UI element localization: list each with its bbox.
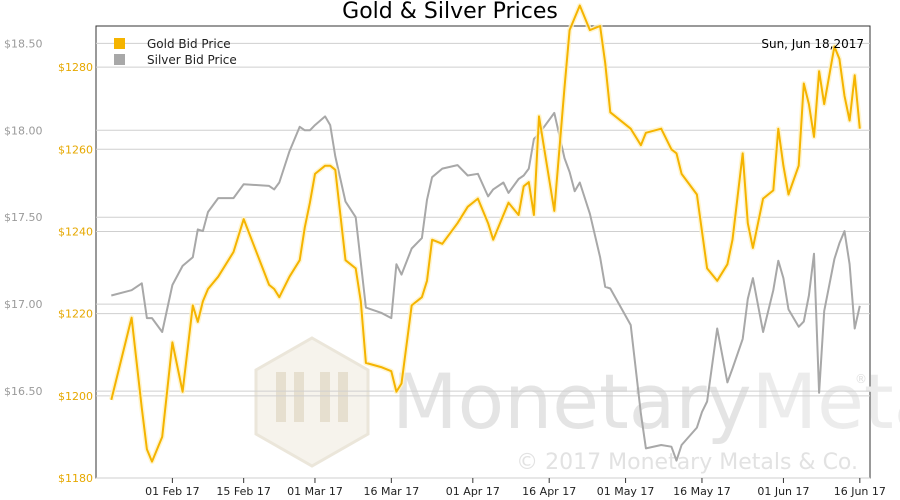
y-tick-gold: $1180 xyxy=(58,472,93,485)
y-tick-gold: $1240 xyxy=(58,225,93,238)
y-tick-silver: $17.50 xyxy=(4,211,43,224)
left-axis: $16.50 $17.00 $17.50 $18.00 $18.50 $1180 $1200… xyxy=(4,37,93,485)
x-tick-label: 01 Mar 17 xyxy=(287,485,343,498)
x-tick-label: 16 Mar 17 xyxy=(363,485,419,498)
series-line-gold xyxy=(110,4,861,463)
y-tick-gold: $1200 xyxy=(58,390,93,403)
watermark-logo xyxy=(254,336,370,468)
y-tick-gold: $1220 xyxy=(58,308,93,321)
chart-title: Gold & Silver Prices xyxy=(342,0,558,24)
x-tick-label: 01 Feb 17 xyxy=(145,485,199,498)
x-tick-label: 01 May 17 xyxy=(597,485,655,498)
y-tick-silver: $18.50 xyxy=(4,37,43,50)
y-tick-silver: $17.00 xyxy=(4,298,43,311)
y-tick-silver: $18.00 xyxy=(4,124,43,137)
legend-item-gold[interactable]: Gold Bid Price xyxy=(114,37,231,51)
date-label: Sun, Jun 18,2017 xyxy=(761,37,864,51)
legend-label-silver: Silver Bid Price xyxy=(147,53,237,67)
series-line-silver xyxy=(111,111,861,462)
x-tick-label: 01 Apr 17 xyxy=(446,485,500,498)
legend-swatch-gold xyxy=(114,38,125,49)
legend-label-gold: Gold Bid Price xyxy=(147,37,231,51)
grid xyxy=(96,42,870,479)
legend: Gold Bid Price Silver Bid Price xyxy=(114,37,237,67)
x-tick-label: 16 Jun 17 xyxy=(834,485,886,498)
x-axis: 01 Feb 17 15 Feb 17 01 Mar 17 16 Mar 17 01 A… xyxy=(145,478,886,498)
x-tick-label: 16 May 17 xyxy=(673,485,731,498)
x-tick-label: 15 Feb 17 xyxy=(216,485,270,498)
watermark-copyright: © 2017 Monetary Metals & Co. xyxy=(516,450,858,475)
y-tick-silver: $16.50 xyxy=(4,385,43,398)
y-tick-gold: $1280 xyxy=(58,61,93,74)
x-tick-label: 16 Apr 17 xyxy=(522,485,576,498)
legend-swatch-silver xyxy=(114,54,125,65)
y-tick-gold: $1260 xyxy=(58,143,93,156)
x-tick-label: 01 Jun 17 xyxy=(757,485,809,498)
legend-item-silver[interactable]: Silver Bid Price xyxy=(114,53,237,67)
series xyxy=(108,3,863,465)
watermark-registered: ® xyxy=(855,372,867,386)
